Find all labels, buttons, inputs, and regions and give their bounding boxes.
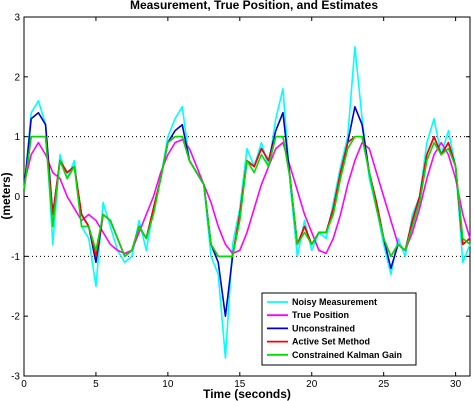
- y-tick-label: 2: [14, 72, 20, 83]
- legend-label-true-position: True Position: [292, 310, 349, 320]
- legend-label-noisy-measurement: Noisy Measurement: [292, 297, 377, 307]
- y-tick-label: 0: [14, 192, 20, 203]
- x-tick-label: 10: [162, 379, 174, 390]
- x-tick-label: 0: [21, 379, 27, 390]
- series-line-constrained-kalman-gain: [23, 135, 471, 258]
- legend-label-unconstrained: Unconstrained: [292, 323, 355, 333]
- x-tick-label: 30: [450, 379, 462, 390]
- x-axis-title: Time (seconds): [203, 387, 291, 401]
- y-tick-label: -2: [11, 312, 20, 323]
- y-tick-label: 1: [14, 132, 20, 143]
- x-tick-label: 25: [378, 379, 390, 390]
- axis-ticks: 0 5 10 15 20 25 30 -3 -2 -1 0 1 2 3: [11, 13, 470, 390]
- series-layer: [23, 46, 471, 359]
- y-tick-label: -1: [11, 252, 20, 263]
- series-line-true-position: [23, 138, 471, 255]
- x-tick-label: 15: [234, 379, 246, 390]
- chart-title: Measurement, True Position, and Estimate…: [130, 0, 378, 12]
- y-tick-label: 3: [14, 13, 20, 24]
- x-tick-label: 5: [93, 379, 99, 390]
- y-axis-title: (meters): [0, 172, 13, 219]
- legend-label-active-set-method: Active Set Method: [292, 337, 370, 347]
- x-tick-label: 20: [306, 379, 318, 390]
- y-tick-label: -3: [11, 372, 20, 383]
- legend-label-constrained-kalman-gain: Constrained Kalman Gain: [292, 350, 402, 360]
- legend: Noisy Measurement True Position Unconstrai…: [261, 292, 417, 366]
